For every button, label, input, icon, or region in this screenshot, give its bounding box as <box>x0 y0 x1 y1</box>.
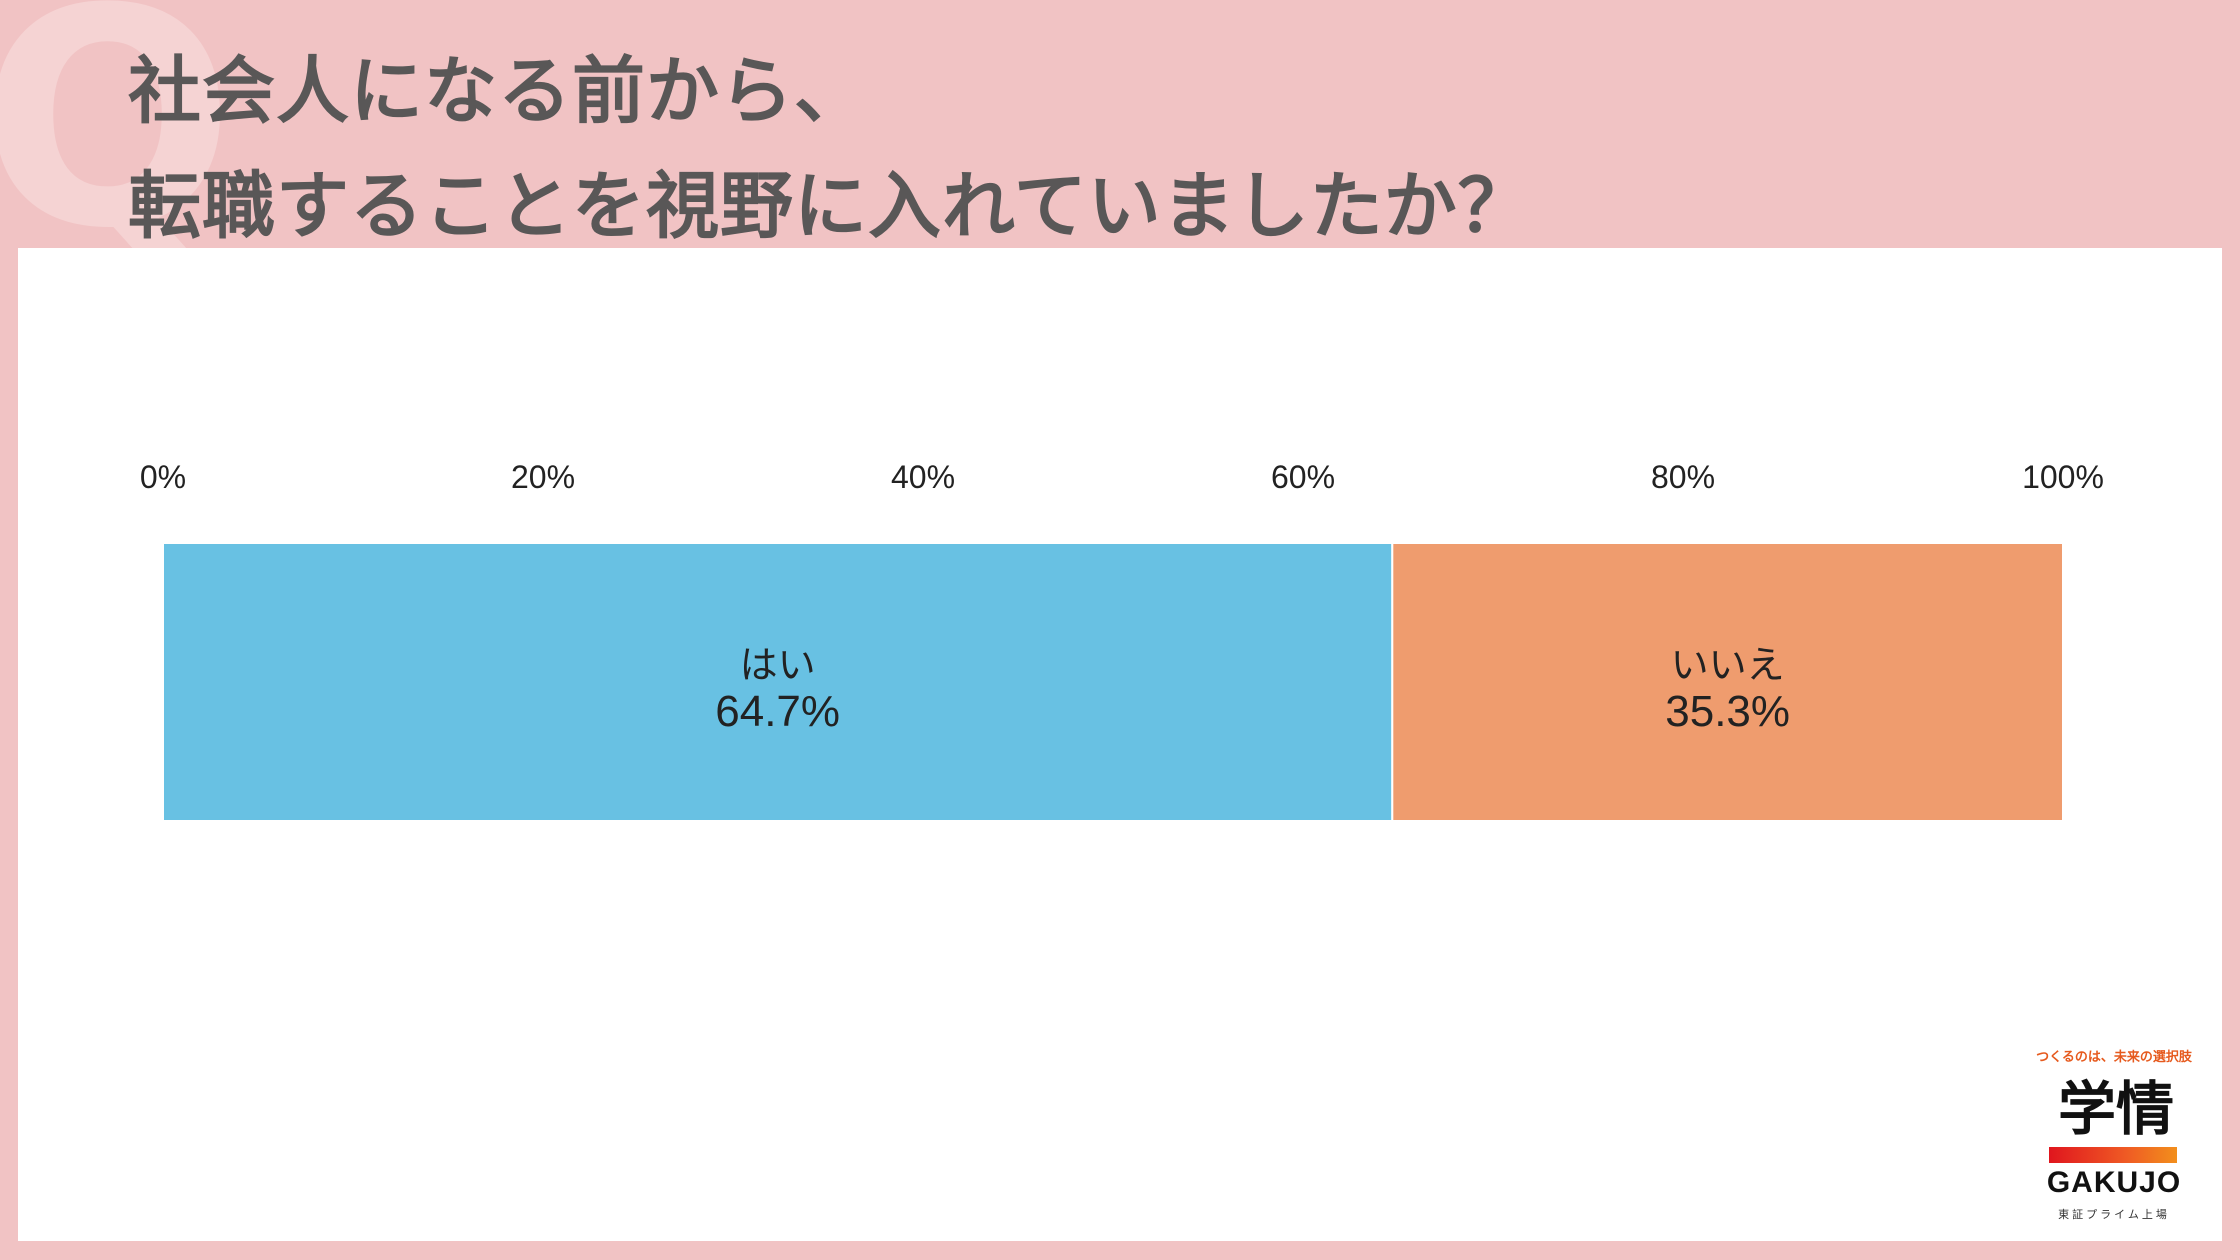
q-watermark: Q <box>0 0 236 294</box>
title-line-1: 社会人になる前から、 <box>128 49 868 134</box>
logo-color-bar <box>2049 1147 2177 1163</box>
tick-label: 100% <box>2022 459 2104 495</box>
logo-kanji: 学情 <box>2057 1075 2174 1143</box>
tick-label: 20% <box>511 459 575 495</box>
chart-panel: 0% 20% 40% 60% 80% 100% はい 64.7% いいえ 35.3% <box>18 248 2222 1241</box>
tick-label: 0% <box>140 459 186 495</box>
bar-segment <box>1391 542 2065 822</box>
title-line-2: 転職することを視野に入れていましたか？ <box>128 164 1532 249</box>
page-title: 社会人になる前から、 転職することを視野に入れていましたか？ <box>128 34 1532 264</box>
logo-subtitle: 東証プライム上場 <box>2058 1208 2170 1221</box>
tick-label: 60% <box>1271 459 1335 495</box>
logo-tagline: つくるのは、未来の選択肢 <box>2036 1050 2192 1065</box>
tick-label: 80% <box>1651 459 1715 495</box>
gakujo-logo: つくるのは、未来の選択肢 学情 GAKUJO 東証プライム上場 <box>2014 1046 2214 1236</box>
tick-label: 40% <box>891 459 955 495</box>
logo-english: GAKUJO <box>2046 1166 2182 1199</box>
segment-name-label: はい <box>740 643 816 687</box>
segment-value-label: 35.3% <box>1665 687 1790 736</box>
bar-segment <box>162 542 1394 822</box>
x-axis-ticks: 0% 20% 40% 60% 80% 100% <box>140 459 2104 495</box>
bar-segments <box>162 542 2065 822</box>
segment-value-label: 64.7% <box>715 687 840 736</box>
segment-name-label: いいえ <box>1671 643 1785 687</box>
